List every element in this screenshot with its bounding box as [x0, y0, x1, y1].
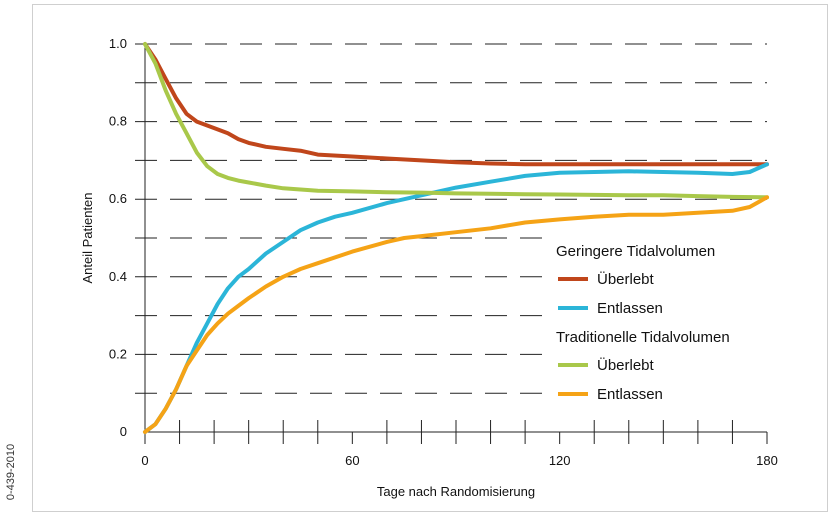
x-tick-label: 120: [549, 453, 571, 468]
series-line: [143, 42, 769, 200]
chart-frame: [32, 4, 828, 512]
y-tick-label: 0.2: [109, 346, 127, 361]
legend-group-title: Geringere Tidalvolumen: [556, 243, 715, 260]
legend-entry-label: Entlassen: [597, 300, 663, 317]
legend-group-title: Traditionelle Tidalvolumen: [556, 329, 730, 346]
legend: Geringere Tidalvolumen Überlebt Entlassen T…: [546, 232, 778, 404]
series-line: [143, 162, 769, 434]
y-axis-title: Anteil Patienten: [80, 192, 95, 283]
x-tick-label: 0: [141, 453, 148, 468]
y-tick-label: 0.8: [109, 114, 127, 129]
y-tick-label: 0.4: [109, 269, 127, 284]
legend-entry-label: Überlebt: [597, 356, 655, 374]
legend-background: [546, 232, 778, 404]
y-tick-label: 1.0: [109, 36, 127, 51]
series-line: [143, 42, 769, 167]
x-tick-label: 180: [756, 453, 778, 468]
series-line: [143, 195, 769, 434]
y-tick-label: 0: [120, 424, 127, 439]
legend-entry-label: Entlassen: [597, 386, 663, 403]
x-axis-title: Tage nach Randomisierung: [377, 484, 535, 499]
legend-entry-label: Überlebt: [597, 270, 655, 288]
x-tick-label: 60: [345, 453, 359, 468]
y-tick-label: 0.6: [109, 191, 127, 206]
